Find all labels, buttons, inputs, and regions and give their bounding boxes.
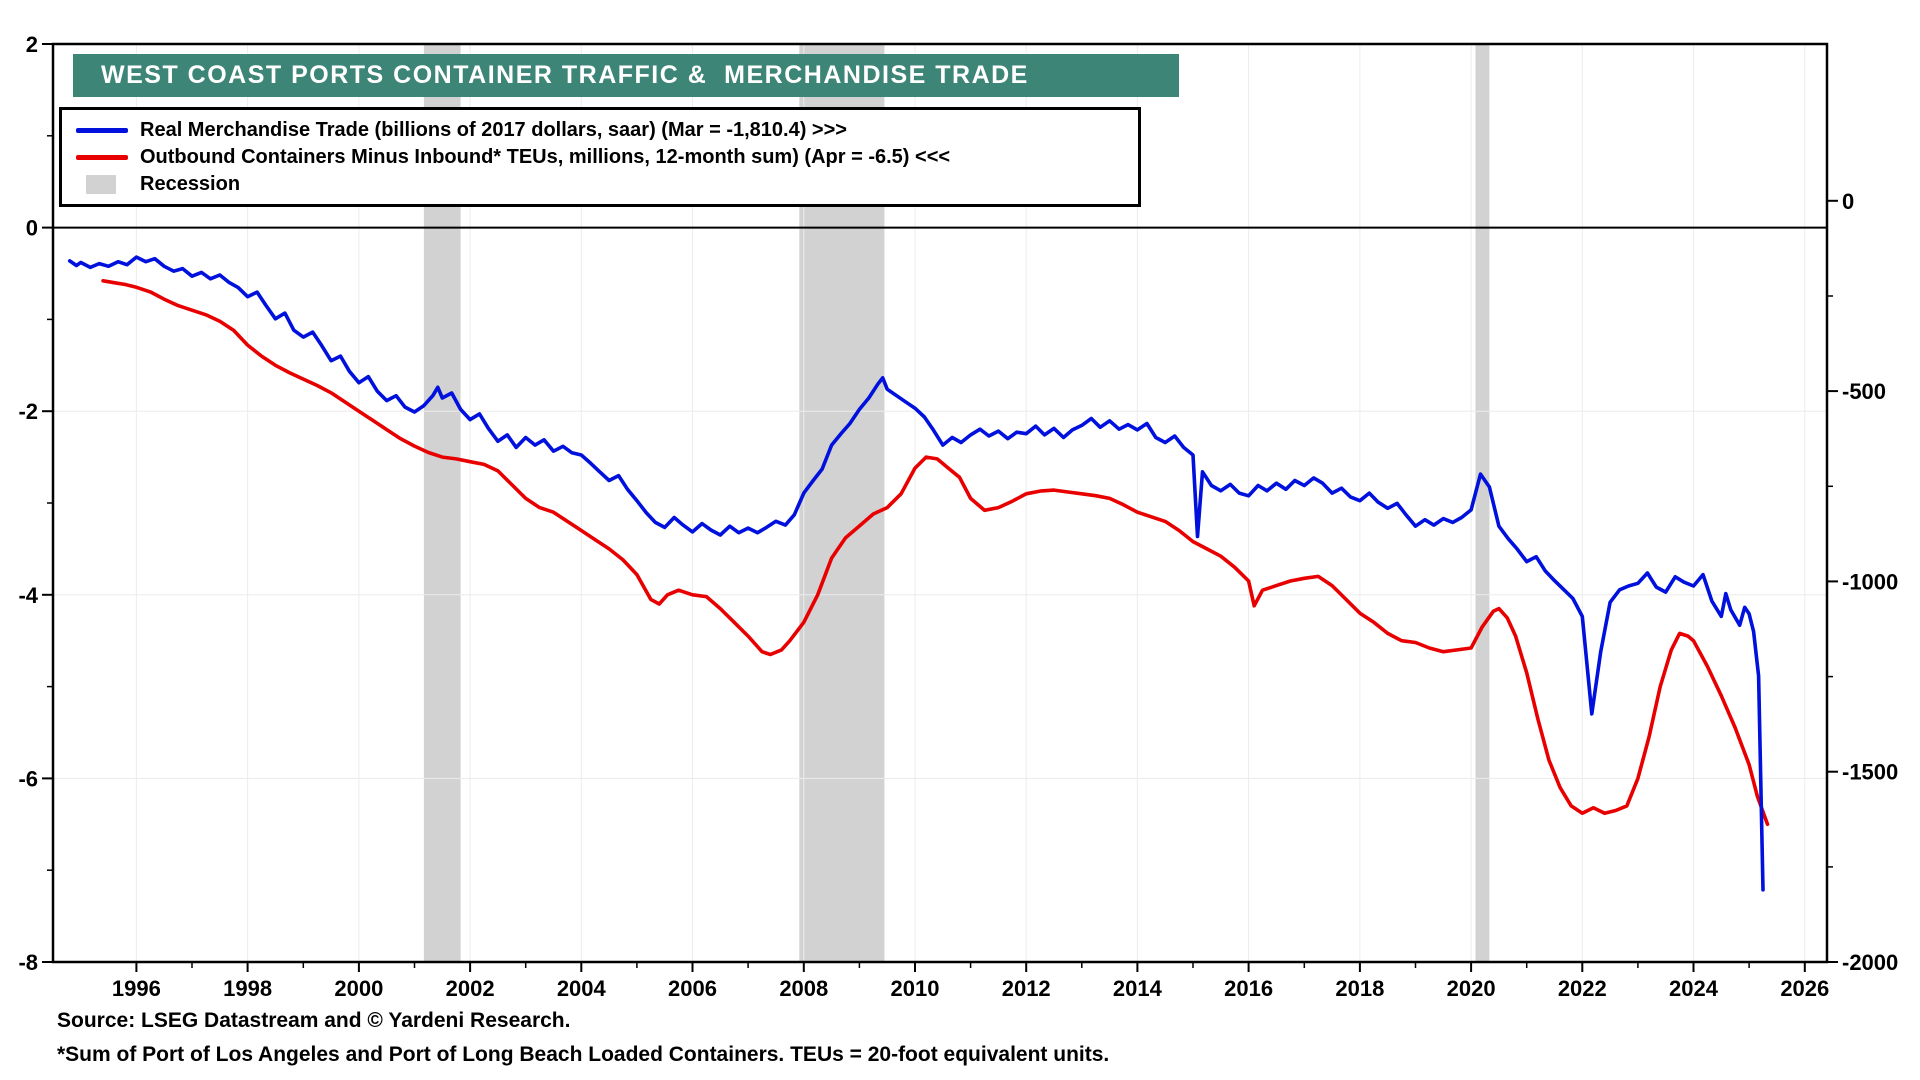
red-line-swatch [76,155,128,160]
chart-title: WEST COAST PORTS CONTAINER TRAFFIC & MER… [101,61,1029,89]
svg-text:-8: -8 [18,950,38,975]
svg-text:-1500: -1500 [1842,760,1898,785]
merchandise-trade-line [67,255,1765,892]
source-line: Source: LSEG Datastream and © Yardeni Re… [57,1009,571,1032]
svg-text:2018: 2018 [1335,976,1384,1001]
legend-swatch-wrap [76,155,140,160]
svg-text:0: 0 [26,216,38,241]
svg-text:1998: 1998 [223,976,272,1001]
svg-text:2000: 2000 [334,976,383,1001]
svg-text:2014: 2014 [1113,976,1163,1001]
svg-text:2012: 2012 [1002,976,1051,1001]
axis-labels: 1996 1998 2000 2002 2004 2006 2008 2010 2012 2014… [18,32,1898,1001]
legend-swatch-wrap [76,128,140,133]
svg-text:0: 0 [1842,189,1854,214]
svg-text:-500: -500 [1842,379,1886,404]
svg-text:2026: 2026 [1780,976,1829,1001]
legend-label-container-traffic: Outbound Containers Minus Inbound* TEUs,… [140,146,951,168]
legend-label-recession: Recession [140,173,241,195]
legend-item-merchandise-trade: Real Merchandise Trade (billions of 2017… [76,117,1124,144]
svg-text:2016: 2016 [1224,976,1273,1001]
legend-label-merchandise-trade: Real Merchandise Trade (billions of 2017… [140,119,847,141]
legend-item-container-traffic: Outbound Containers Minus Inbound* TEUs,… [76,144,1124,171]
svg-text:2008: 2008 [779,976,828,1001]
svg-text:-2: -2 [18,399,38,424]
legend-item-recession: Recession [76,171,1124,198]
svg-text:2024: 2024 [1669,976,1719,1001]
svg-text:2002: 2002 [446,976,495,1001]
footnote-line: *Sum of Port of Los Angeles and Port of … [57,1043,1110,1067]
svg-text:2006: 2006 [668,976,717,1001]
svg-text:2020: 2020 [1447,976,1496,1001]
chart-footer: Source: LSEG Datastream and © Yardeni Re… [57,1004,1109,1072]
svg-text:1996: 1996 [112,976,161,1001]
svg-text:-6: -6 [18,766,38,791]
svg-text:-4: -4 [18,583,38,608]
blue-line-swatch [76,128,128,133]
svg-text:2022: 2022 [1558,976,1607,1001]
series-lines [67,255,1770,892]
svg-text:-1000: -1000 [1842,569,1898,594]
svg-text:2004: 2004 [557,976,607,1001]
container-traffic-line [101,278,1770,827]
legend-swatch-wrap [76,175,140,194]
chart-title-bar: WEST COAST PORTS CONTAINER TRAFFIC & MER… [73,54,1179,97]
svg-text:2010: 2010 [891,976,940,1001]
recession-band-swatch [86,175,116,194]
svg-text:2: 2 [26,32,38,57]
chart-legend: Real Merchandise Trade (billions of 2017… [59,107,1141,207]
svg-text:-2000: -2000 [1842,950,1898,975]
